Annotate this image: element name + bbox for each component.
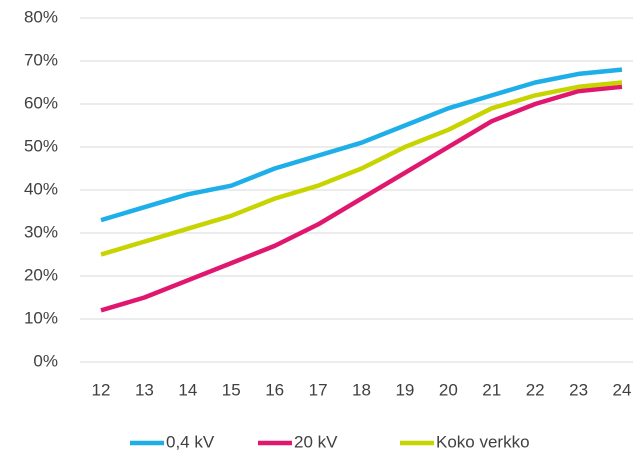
series-line	[100, 67, 623, 223]
y-tick-label: 0%	[33, 351, 58, 370]
x-tick-label: 13	[135, 380, 154, 399]
x-tick-label: 24	[613, 380, 632, 399]
y-tick-label: 10%	[24, 308, 58, 327]
y-tick-label: 30%	[24, 222, 58, 241]
x-tick-label: 16	[265, 380, 284, 399]
x-tick-label: 17	[309, 380, 328, 399]
x-tick-label: 22	[526, 380, 545, 399]
x-tick-label: 12	[92, 380, 111, 399]
y-tick-label: 80%	[24, 7, 58, 26]
y-tick-label: 70%	[24, 50, 58, 69]
x-tick-label: 18	[352, 380, 371, 399]
y-tick-label: 60%	[24, 93, 58, 112]
series-line	[100, 80, 623, 257]
legend-label: 20 kV	[294, 432, 338, 451]
x-tick-label: 15	[222, 380, 241, 399]
y-tick-label: 50%	[24, 136, 58, 155]
legend-label: 0,4 kV	[166, 432, 215, 451]
x-tick-label: 19	[395, 380, 414, 399]
series-line	[100, 84, 623, 313]
x-tick-label: 23	[569, 380, 588, 399]
legend-label: Koko verkko	[436, 432, 530, 451]
x-tick-label: 14	[178, 380, 197, 399]
x-tick-label: 20	[439, 380, 458, 399]
y-tick-label: 20%	[24, 265, 58, 284]
x-tick-label: 21	[482, 380, 501, 399]
y-tick-label: 40%	[24, 179, 58, 198]
